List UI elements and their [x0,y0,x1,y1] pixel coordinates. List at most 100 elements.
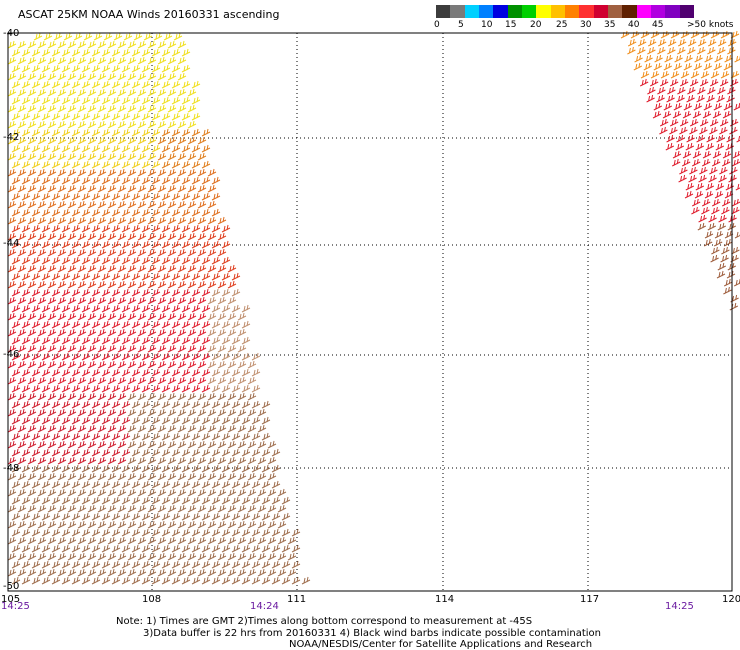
wind-barb [57,552,67,561]
wind-barb [161,64,171,73]
wind-barb [726,94,735,103]
wind-barb [81,368,91,377]
wind-barb [679,126,688,135]
wind-barb [71,384,81,393]
wind-barb [51,400,61,409]
wind-barb [667,46,676,55]
wind-barb [41,208,51,217]
wind-barb [151,384,161,393]
wind-barb [147,72,157,81]
wind-barb [131,512,141,521]
wind-barb [21,256,31,265]
wind-barb [67,456,77,465]
wind-barb [111,48,121,57]
wind-barb [717,86,726,95]
wind-barb [37,72,47,81]
wind-barb [151,352,161,361]
colorbar-segment [464,5,479,18]
wind-barb [11,544,21,553]
wind-barb [177,232,187,241]
wind-barb [227,312,237,321]
wind-barb [167,296,177,305]
wind-barb [51,192,61,201]
wind-barb [161,416,171,425]
wind-barb [291,560,301,569]
wind-barb [141,64,151,73]
wind-barb [91,480,101,489]
wind-barb [107,360,117,369]
wind-barb [67,392,77,401]
wind-barb [77,424,87,433]
wind-barb [31,160,41,169]
wind-barb [181,416,191,425]
wind-barb [251,352,261,361]
wind-barb [21,416,31,425]
wind-barb [237,392,247,401]
wind-barb [37,184,47,193]
wind-barb [61,112,71,121]
wind-barb [167,168,177,177]
wind-barb [7,392,17,401]
wind-barb [27,232,37,241]
wind-barb [704,54,713,63]
wind-barb [127,536,137,545]
wind-barb [7,440,17,449]
wind-barb [181,272,191,281]
wind-barb [37,104,47,113]
wind-barb [247,504,257,513]
wind-barb [41,560,51,569]
wind-barb [151,416,161,425]
wind-barb [137,312,147,321]
wind-barb [21,496,31,505]
wind-barb [141,160,151,169]
wind-barb [141,128,151,137]
wind-barb [271,480,281,489]
wind-barb [707,222,717,231]
wind-barb [271,464,281,473]
wind-barb [700,30,710,39]
wind-barb [181,96,191,105]
wind-barb [147,312,157,321]
wind-barb [131,544,141,553]
wind-barb [111,512,121,521]
wind-barb [736,135,740,143]
wind-barb [51,48,61,57]
wind-barb [187,232,197,241]
wind-barb [141,384,151,393]
wind-barb [91,576,101,585]
wind-barb [157,296,167,305]
wind-barb [227,520,237,529]
wind-barb [31,464,41,473]
wind-barb [121,176,131,185]
wind-barb [131,416,141,425]
wind-barb [11,528,21,537]
wind-barb [41,128,51,137]
wind-barb [131,320,141,329]
wind-barb [221,512,231,521]
wind-barb [21,432,31,441]
wind-barb [7,552,17,561]
wind-barb [67,408,77,417]
wind-barb [221,464,231,473]
wind-barb [21,368,31,377]
wind-barb [97,296,107,305]
wind-barb [197,456,207,465]
wind-barb [71,224,81,233]
wind-barb [87,568,97,577]
wind-barb [705,142,715,151]
wind-barb [217,328,227,337]
wind-barb [67,568,77,577]
wind-barb [51,176,61,185]
wind-barb [646,94,655,103]
wind-barb [201,224,211,233]
wind-barb [61,208,71,217]
wind-barb [81,560,91,569]
wind-barb [237,360,247,369]
wind-barb [207,504,217,513]
wind-barb [111,240,121,249]
wind-barb [37,392,47,401]
wind-barb [151,464,161,473]
wind-barb [650,70,660,79]
wind-barb [227,552,237,561]
wind-barb [197,552,207,561]
